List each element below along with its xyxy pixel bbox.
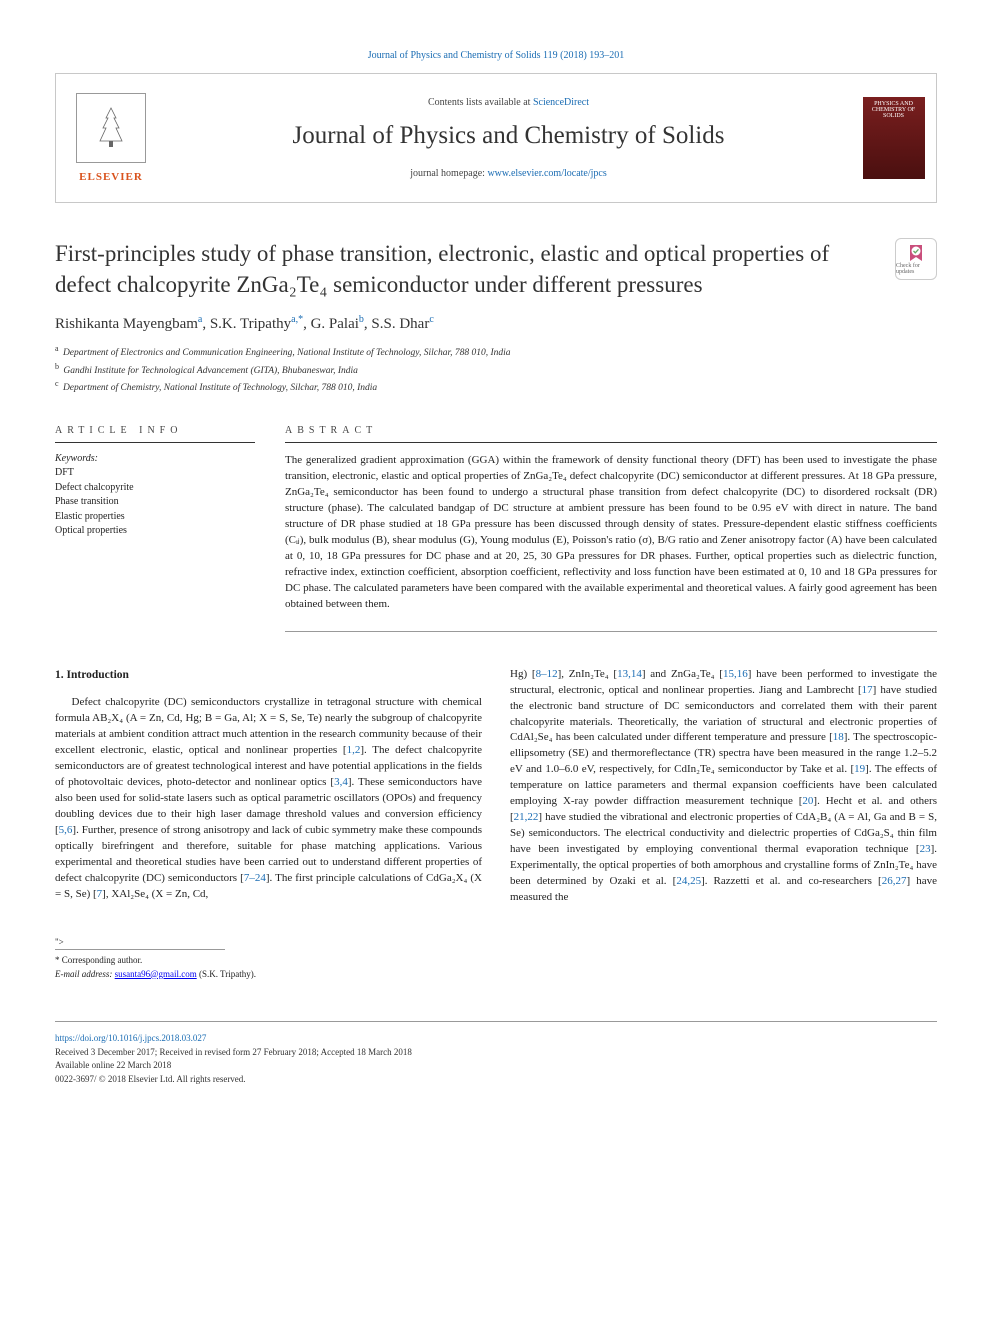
contents-prefix: Contents lists available at bbox=[428, 97, 533, 108]
author-list: Rishikanta Mayengbama, S.K. Tripathya,*,… bbox=[55, 314, 937, 333]
email-label: E-mail address: bbox=[55, 969, 115, 979]
elsevier-logo: ELSEVIER bbox=[56, 74, 166, 202]
footnote-rule bbox=[55, 949, 225, 950]
homepage-prefix: journal homepage: bbox=[410, 168, 487, 179]
journal-header: ELSEVIER Contents lists available at Sci… bbox=[55, 73, 937, 203]
email-suffix: (S.K. Tripathy). bbox=[197, 969, 256, 979]
check-updates-label: Check for updates bbox=[896, 263, 936, 275]
journal-name: Journal of Physics and Chemistry of Soli… bbox=[293, 122, 725, 150]
corresponding-author-note: "> * Corresponding author. E-mail addres… bbox=[55, 936, 937, 982]
body-column-left: 1. Introduction Defect chalcopyrite (DC)… bbox=[55, 667, 482, 906]
contents-list-line: Contents lists available at ScienceDirec… bbox=[428, 97, 589, 108]
keyword-item: Elastic properties bbox=[55, 510, 255, 525]
top-citation: Journal of Physics and Chemistry of Soli… bbox=[55, 50, 937, 61]
intro-paragraph-1: Defect chalcopyrite (DC) semiconductors … bbox=[55, 695, 482, 902]
corresponding-email-line: E-mail address: susanta96@gmail.com (S.K… bbox=[55, 968, 937, 982]
available-online: Available online 22 March 2018 bbox=[55, 1060, 171, 1070]
keyword-item: DFT bbox=[55, 466, 255, 481]
abstract-heading: ABSTRACT bbox=[285, 425, 937, 443]
journal-homepage-line: journal homepage: www.elsevier.com/locat… bbox=[410, 168, 607, 179]
intro-paragraph-2: Hg) [8–12], ZnIn₂Te₄ [13,14] and ZnGa₂Te… bbox=[510, 667, 937, 906]
keyword-item: Defect chalcopyrite bbox=[55, 481, 255, 496]
keyword-item: Optical properties bbox=[55, 524, 255, 539]
journal-cover: PHYSICS AND CHEMISTRY OF SOLIDS bbox=[851, 74, 936, 202]
journal-homepage-link[interactable]: www.elsevier.com/locate/jpcs bbox=[487, 168, 606, 179]
introduction-heading: 1. Introduction bbox=[55, 667, 482, 684]
keywords-label: Keywords: bbox=[55, 453, 255, 464]
article-title: First-principles study of phase transiti… bbox=[55, 238, 895, 300]
sciencedirect-link[interactable]: ScienceDirect bbox=[533, 97, 589, 108]
copyright-line: 0022-3697/ © 2018 Elsevier Ltd. All righ… bbox=[55, 1074, 246, 1084]
doi-link[interactable]: https://doi.org/10.1016/j.jpcs.2018.03.0… bbox=[55, 1033, 206, 1043]
abstract-text: The generalized gradient approximation (… bbox=[285, 453, 937, 631]
bookmark-check-icon bbox=[906, 243, 926, 263]
article-footer: https://doi.org/10.1016/j.jpcs.2018.03.0… bbox=[55, 1021, 937, 1086]
corresponding-email-link[interactable]: susanta96@gmail.com bbox=[115, 969, 197, 979]
cover-thumbnail-icon: PHYSICS AND CHEMISTRY OF SOLIDS bbox=[863, 97, 925, 179]
corresponding-star: * Corresponding author. bbox=[55, 954, 937, 968]
article-info-heading: ARTICLE INFO bbox=[55, 425, 255, 443]
received-dates: Received 3 December 2017; Received in re… bbox=[55, 1047, 412, 1057]
affiliations: a Department of Electronics and Communic… bbox=[55, 343, 937, 395]
check-updates-badge[interactable]: Check for updates bbox=[895, 238, 937, 280]
keyword-item: Phase transition bbox=[55, 495, 255, 510]
keywords-list: DFTDefect chalcopyritePhase transitionEl… bbox=[55, 466, 255, 539]
body-column-right: Hg) [8–12], ZnIn₂Te₄ [13,14] and ZnGa₂Te… bbox=[510, 667, 937, 906]
elsevier-tree-icon bbox=[76, 93, 146, 163]
elsevier-wordmark: ELSEVIER bbox=[79, 171, 143, 183]
